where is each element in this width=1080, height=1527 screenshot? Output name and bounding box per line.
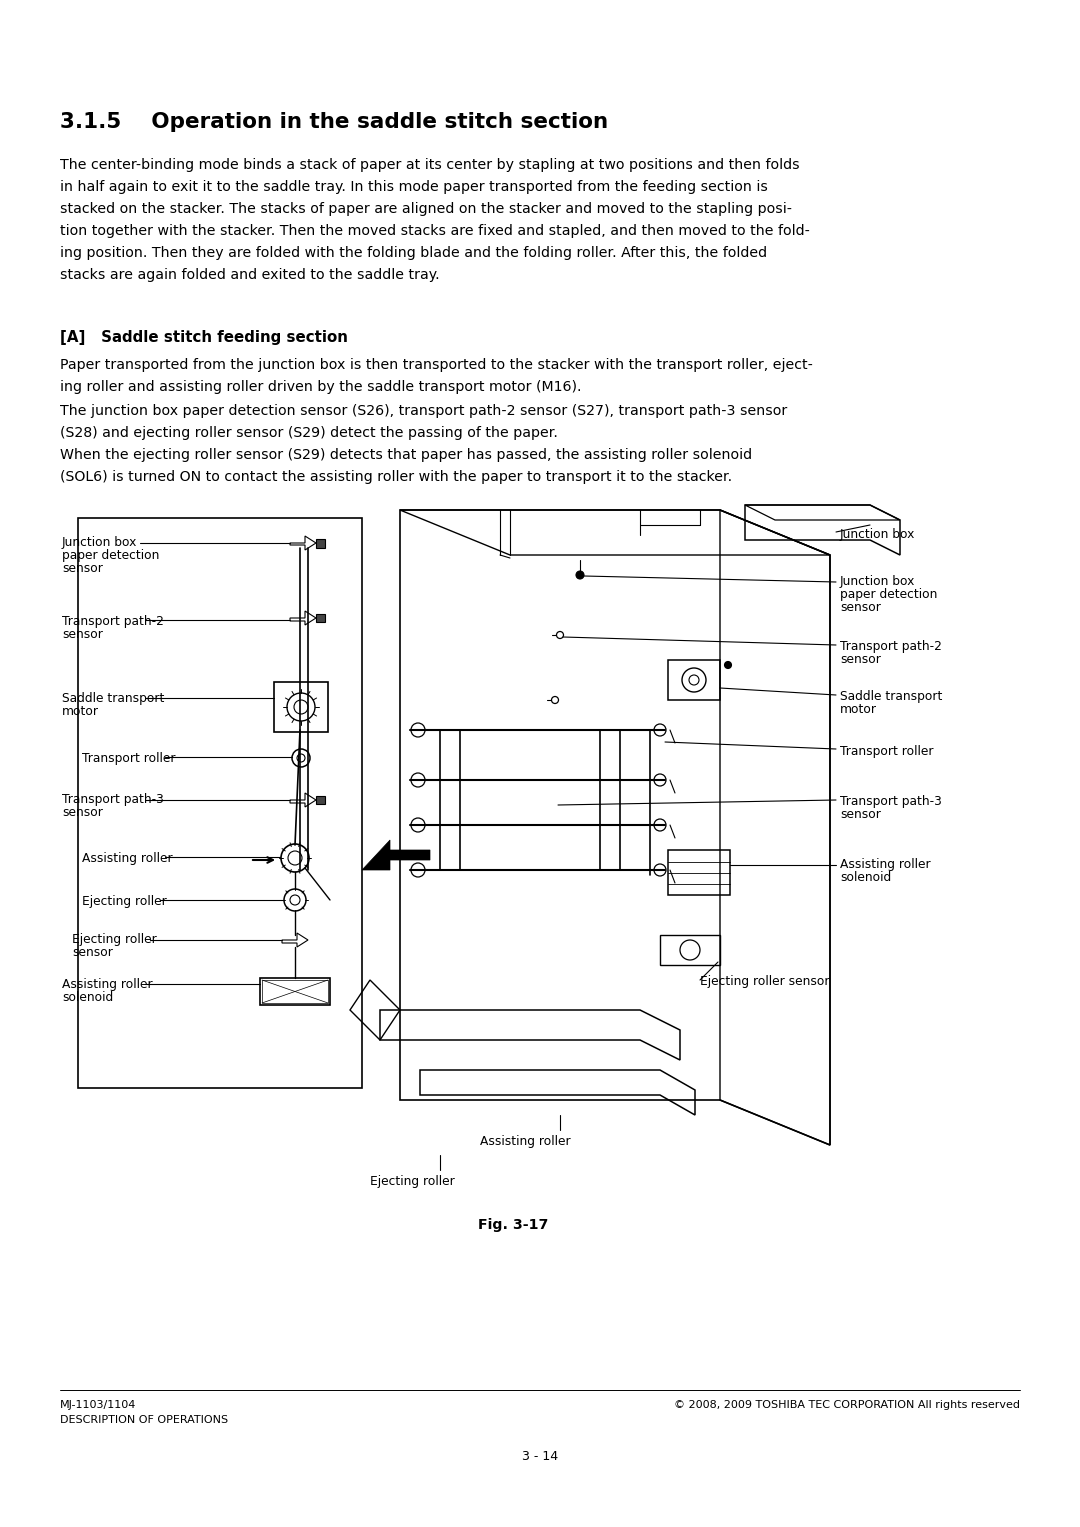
Text: Transport roller: Transport roller xyxy=(82,751,175,765)
Text: 3 - 14: 3 - 14 xyxy=(522,1451,558,1463)
Text: Ejecting roller: Ejecting roller xyxy=(72,933,157,947)
Text: sensor: sensor xyxy=(62,806,103,818)
Text: Assisting roller: Assisting roller xyxy=(480,1135,570,1148)
Text: paper detection: paper detection xyxy=(840,588,937,602)
Text: Transport path-3: Transport path-3 xyxy=(62,793,164,806)
Text: sensor: sensor xyxy=(840,808,881,822)
Text: sensor: sensor xyxy=(840,654,881,666)
Text: solenoid: solenoid xyxy=(62,991,113,1003)
Text: (S28) and ejecting roller sensor (S29) detect the passing of the paper.: (S28) and ejecting roller sensor (S29) d… xyxy=(60,426,558,440)
Text: motor: motor xyxy=(840,702,877,716)
Text: solenoid: solenoid xyxy=(840,870,891,884)
Text: Transport path-2: Transport path-2 xyxy=(840,640,942,654)
Text: The junction box paper detection sensor (S26), transport path-2 sensor (S27), tr: The junction box paper detection sensor … xyxy=(60,405,787,418)
Text: Transport path-2: Transport path-2 xyxy=(62,615,164,628)
Text: The center-binding mode binds a stack of paper at its center by stapling at two : The center-binding mode binds a stack of… xyxy=(60,157,799,173)
Text: Saddle transport: Saddle transport xyxy=(62,692,164,705)
Text: Junction box: Junction box xyxy=(62,536,137,550)
Text: Ejecting roller sensor: Ejecting roller sensor xyxy=(700,976,829,988)
Text: ing position. Then they are folded with the folding blade and the folding roller: ing position. Then they are folded with … xyxy=(60,246,767,260)
Text: stacked on the stacker. The stacks of paper are aligned on the stacker and moved: stacked on the stacker. The stacks of pa… xyxy=(60,202,792,215)
Polygon shape xyxy=(316,796,325,805)
Text: DESCRIPTION OF OPERATIONS: DESCRIPTION OF OPERATIONS xyxy=(60,1416,228,1425)
Text: Ejecting roller: Ejecting roller xyxy=(82,895,166,909)
Text: sensor: sensor xyxy=(62,562,103,576)
Text: sensor: sensor xyxy=(72,947,113,959)
Polygon shape xyxy=(362,840,430,870)
Text: ing roller and assisting roller driven by the saddle transport motor (M16).: ing roller and assisting roller driven b… xyxy=(60,380,581,394)
Text: When the ejecting roller sensor (S29) detects that paper has passed, the assisti: When the ejecting roller sensor (S29) de… xyxy=(60,447,752,463)
Text: Paper transported from the junction box is then transported to the stacker with : Paper transported from the junction box … xyxy=(60,357,813,373)
Text: in half again to exit it to the saddle tray. In this mode paper transported from: in half again to exit it to the saddle t… xyxy=(60,180,768,194)
Text: Assisting roller: Assisting roller xyxy=(82,852,173,864)
Text: MJ-1103/1104: MJ-1103/1104 xyxy=(60,1400,136,1409)
Polygon shape xyxy=(316,614,325,621)
Text: Junction box: Junction box xyxy=(840,576,916,588)
Text: Junction box: Junction box xyxy=(840,528,916,541)
Text: paper detection: paper detection xyxy=(62,550,160,562)
Circle shape xyxy=(576,571,584,579)
Text: Ejecting roller: Ejecting roller xyxy=(370,1174,455,1188)
Text: © 2008, 2009 TOSHIBA TEC CORPORATION All rights reserved: © 2008, 2009 TOSHIBA TEC CORPORATION All… xyxy=(674,1400,1020,1409)
Text: Assisting roller: Assisting roller xyxy=(840,858,931,870)
Circle shape xyxy=(725,661,731,669)
Text: (SOL6) is turned ON to contact the assisting roller with the paper to transport : (SOL6) is turned ON to contact the assis… xyxy=(60,470,732,484)
Text: Fig. 3-17: Fig. 3-17 xyxy=(478,1219,549,1232)
Text: tion together with the stacker. Then the moved stacks are fixed and stapled, and: tion together with the stacker. Then the… xyxy=(60,224,810,238)
Text: sensor: sensor xyxy=(62,628,103,641)
Text: Assisting roller: Assisting roller xyxy=(62,977,152,991)
Text: [A]   Saddle stitch feeding section: [A] Saddle stitch feeding section xyxy=(60,330,348,345)
Polygon shape xyxy=(316,539,325,548)
Text: 3.1.5    Operation in the saddle stitch section: 3.1.5 Operation in the saddle stitch sec… xyxy=(60,111,608,131)
Text: Saddle transport: Saddle transport xyxy=(840,690,943,702)
Text: stacks are again folded and exited to the saddle tray.: stacks are again folded and exited to th… xyxy=(60,269,440,282)
Text: Transport roller: Transport roller xyxy=(840,745,933,757)
Text: sensor: sensor xyxy=(840,602,881,614)
Text: motor: motor xyxy=(62,705,99,718)
Text: Transport path-3: Transport path-3 xyxy=(840,796,942,808)
